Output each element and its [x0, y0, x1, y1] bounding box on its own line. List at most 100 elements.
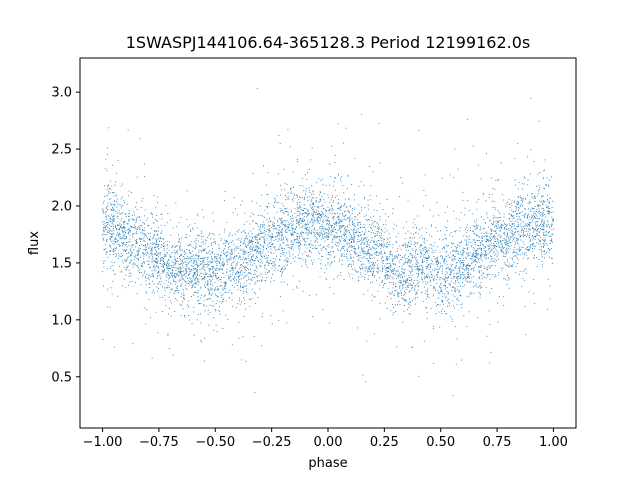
- data-point: [551, 234, 553, 236]
- data-point: [106, 238, 108, 240]
- data-point: [155, 207, 157, 209]
- data-point: [213, 220, 215, 222]
- data-point: [240, 258, 242, 260]
- data-point: [497, 221, 499, 223]
- data-point: [195, 237, 197, 239]
- data-point: [124, 202, 125, 204]
- data-point: [510, 245, 512, 247]
- data-point: [481, 253, 483, 255]
- data-point: [391, 291, 393, 293]
- data-point: [370, 282, 371, 284]
- data-point: [362, 268, 364, 270]
- data-point: [326, 220, 328, 222]
- data-point: [411, 256, 413, 258]
- data-point: [444, 284, 446, 286]
- data-point: [176, 245, 178, 247]
- data-point: [495, 274, 497, 276]
- data-point: [482, 272, 484, 274]
- data-point: [155, 258, 157, 260]
- data-point: [117, 224, 118, 226]
- data-point: [360, 264, 362, 266]
- data-point: [516, 257, 518, 259]
- data-point: [124, 220, 126, 222]
- data-point: [302, 225, 304, 227]
- data-point: [106, 240, 107, 242]
- data-point: [272, 225, 274, 227]
- data-point: [289, 146, 291, 148]
- data-point: [113, 209, 115, 211]
- data-point: [125, 232, 126, 234]
- data-point: [348, 198, 349, 200]
- data-point: [366, 340, 368, 342]
- data-point: [294, 212, 296, 214]
- data-point: [256, 275, 258, 277]
- data-point: [381, 281, 383, 283]
- data-point: [486, 236, 487, 237]
- data-point: [139, 271, 141, 273]
- data-point: [167, 267, 169, 269]
- data-point: [441, 300, 443, 301]
- data-point: [322, 236, 324, 238]
- data-point: [406, 244, 408, 246]
- data-point: [226, 240, 227, 242]
- data-point: [446, 305, 448, 307]
- data-point: [491, 288, 493, 289]
- data-point: [232, 268, 234, 270]
- data-point: [543, 226, 545, 228]
- data-point: [245, 251, 247, 253]
- data-point: [328, 252, 330, 253]
- data-point: [382, 238, 384, 240]
- data-point: [277, 235, 279, 237]
- data-point: [417, 262, 419, 264]
- data-point: [462, 267, 464, 269]
- data-point: [449, 252, 451, 254]
- data-point: [221, 268, 223, 269]
- data-point: [542, 266, 544, 268]
- data-point: [196, 292, 198, 294]
- data-point: [305, 264, 307, 266]
- data-point: [202, 265, 204, 267]
- data-point: [366, 271, 368, 273]
- data-point: [157, 272, 158, 274]
- data-point: [456, 299, 458, 300]
- data-point: [397, 291, 399, 293]
- data-point: [394, 263, 396, 265]
- data-point: [363, 243, 365, 245]
- data-point: [155, 251, 157, 253]
- data-point: [169, 262, 170, 264]
- data-point: [208, 232, 210, 234]
- data-point: [458, 257, 460, 259]
- data-point: [252, 256, 254, 258]
- data-point: [177, 270, 179, 272]
- data-point: [408, 270, 410, 272]
- data-point: [291, 227, 293, 229]
- data-point: [111, 234, 112, 235]
- data-point: [290, 189, 292, 191]
- data-point: [503, 238, 505, 239]
- data-point: [174, 291, 176, 293]
- data-point: [408, 241, 410, 243]
- data-point: [110, 204, 112, 206]
- data-point: [367, 250, 369, 252]
- data-point: [492, 224, 494, 226]
- data-point: [194, 257, 196, 259]
- data-point: [415, 249, 417, 251]
- data-point: [469, 265, 471, 267]
- data-point: [387, 256, 389, 258]
- data-point: [475, 258, 476, 260]
- data-point: [536, 208, 538, 210]
- data-point: [437, 256, 439, 258]
- data-point: [131, 251, 132, 253]
- data-point: [114, 241, 116, 243]
- data-point: [175, 281, 177, 283]
- data-point: [318, 258, 320, 260]
- data-point: [116, 232, 118, 234]
- data-point: [385, 259, 387, 261]
- data-point: [284, 195, 286, 196]
- data-point: [368, 275, 370, 277]
- data-point: [140, 265, 142, 267]
- data-point: [216, 286, 218, 288]
- data-point: [324, 215, 326, 216]
- data-point: [503, 278, 505, 280]
- data-point: [335, 222, 337, 224]
